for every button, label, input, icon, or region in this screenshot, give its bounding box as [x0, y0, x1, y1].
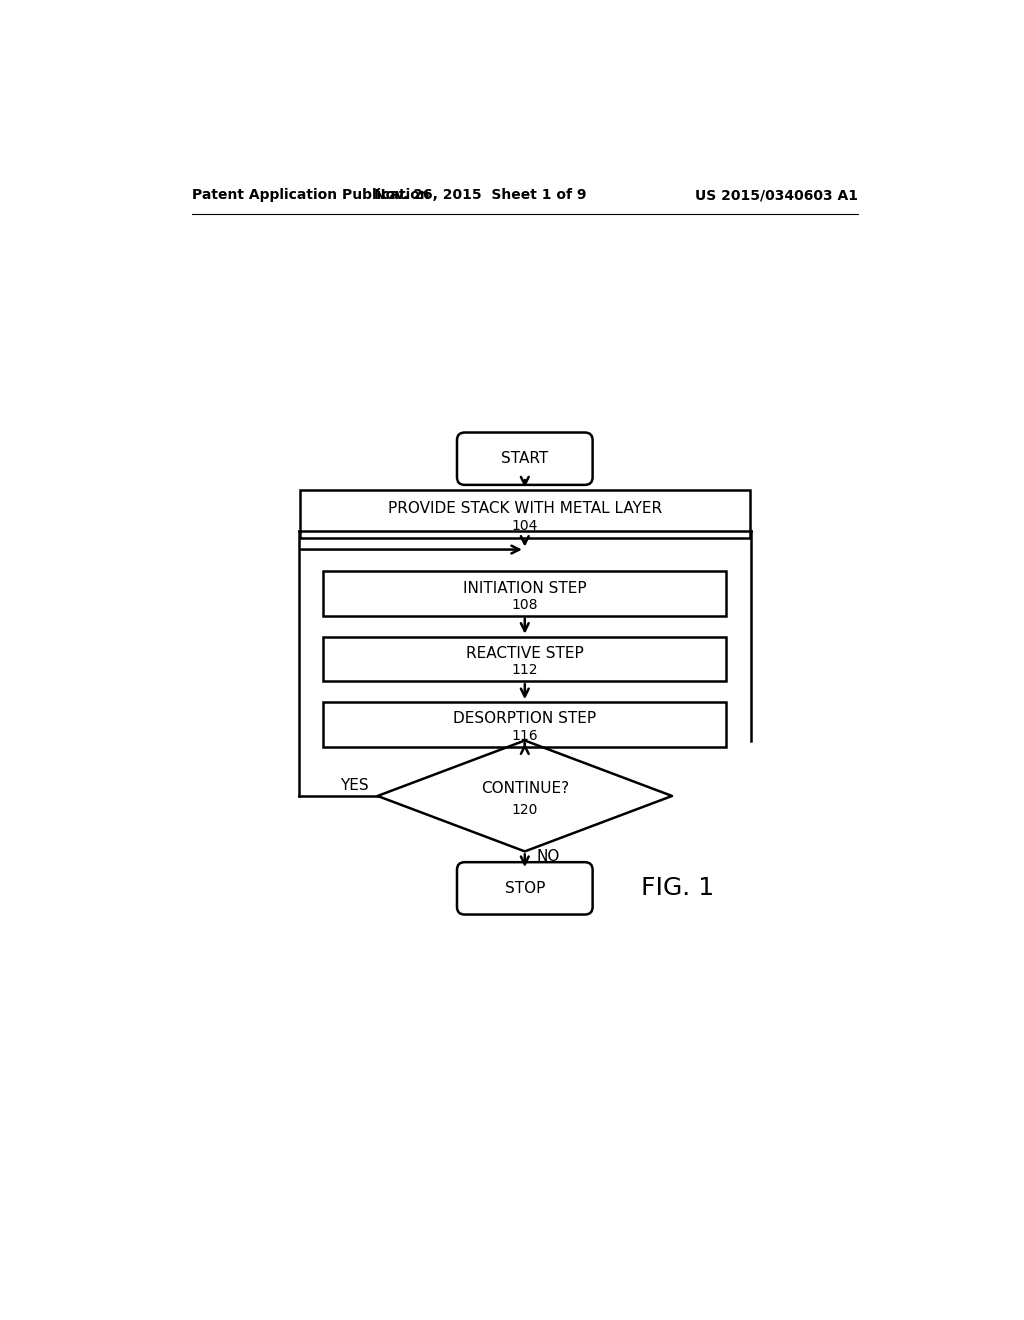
Text: 112: 112: [512, 664, 538, 677]
Text: FIG. 1: FIG. 1: [641, 876, 714, 900]
Text: START: START: [501, 451, 549, 466]
Text: INITIATION STEP: INITIATION STEP: [463, 581, 587, 595]
FancyBboxPatch shape: [457, 433, 593, 484]
Text: 104: 104: [512, 519, 538, 533]
Text: US 2015/0340603 A1: US 2015/0340603 A1: [695, 189, 858, 202]
Bar: [324, 572, 726, 616]
Text: STOP: STOP: [505, 880, 545, 896]
FancyBboxPatch shape: [457, 862, 593, 915]
Text: 108: 108: [512, 598, 538, 612]
Bar: [300, 490, 750, 539]
Text: REACTIVE STEP: REACTIVE STEP: [466, 645, 584, 661]
Text: Patent Application Publication: Patent Application Publication: [191, 189, 429, 202]
Text: YES: YES: [340, 777, 369, 793]
Text: DESORPTION STEP: DESORPTION STEP: [454, 711, 596, 726]
Bar: [324, 702, 726, 747]
Text: Nov. 26, 2015  Sheet 1 of 9: Nov. 26, 2015 Sheet 1 of 9: [375, 189, 587, 202]
Text: PROVIDE STACK WITH METAL LAYER: PROVIDE STACK WITH METAL LAYER: [388, 502, 662, 516]
Text: 116: 116: [511, 729, 539, 743]
Bar: [324, 636, 726, 681]
Text: CONTINUE?: CONTINUE?: [480, 780, 569, 796]
Text: 120: 120: [512, 803, 538, 817]
Text: NO: NO: [537, 849, 560, 865]
